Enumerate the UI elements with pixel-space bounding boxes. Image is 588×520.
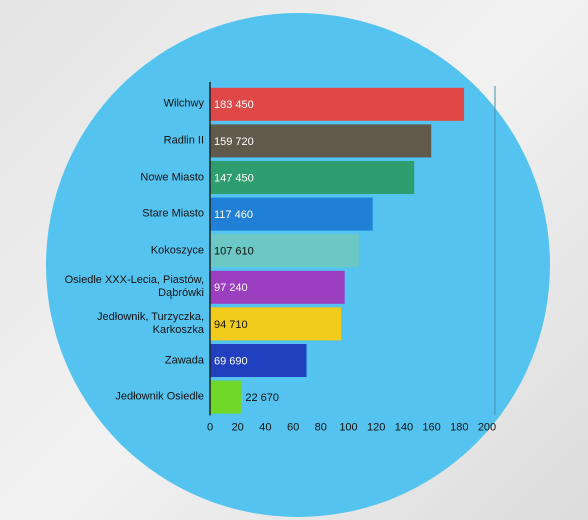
y-tick-label: Nowe Miasto — [140, 171, 204, 183]
bar — [210, 197, 373, 231]
x-tick-label: 160 — [422, 421, 440, 433]
value-label: 107 610 — [214, 246, 254, 258]
y-tick-label: Kokoszyce — [150, 244, 204, 257]
x-tick-label: 60 — [287, 421, 299, 433]
bar — [210, 344, 307, 377]
bar — [210, 307, 342, 341]
x-tick-label: 140 — [395, 421, 413, 433]
y-tick-label: Radlin II — [163, 134, 204, 147]
y-tick-label: Osiedle XXX-Lecia, Piastów, Dąbrówki — [64, 274, 204, 300]
y-tick-label: Stare Miasto — [142, 207, 204, 220]
value-label: 147 450 — [214, 172, 254, 184]
x-tick-label: 120 — [367, 421, 385, 433]
value-label: 22 670 — [245, 392, 279, 404]
x-tick-label: 100 — [339, 421, 357, 433]
value-label: 69 690 — [214, 355, 248, 367]
x-tick-label: 200 — [478, 421, 496, 433]
y-tick-label: Jedłownik, Turzyczka, Karkoszka — [97, 310, 204, 336]
x-tick-label: 20 — [232, 421, 244, 433]
x-tick-label: 0 — [207, 421, 213, 433]
value-label: 117 460 — [214, 209, 253, 221]
bar — [210, 124, 432, 158]
bar — [210, 380, 242, 414]
y-tick-label: Wilchwy — [163, 97, 204, 110]
y-tick-label: Zawada — [164, 354, 204, 366]
bar — [210, 234, 360, 268]
x-tick-label: 180 — [450, 421, 468, 433]
bar — [210, 87, 465, 121]
bar — [210, 270, 345, 304]
value-label: 97 240 — [214, 282, 248, 294]
x-tick-label: 40 — [259, 421, 271, 433]
bar — [210, 161, 415, 194]
y-tick-label: Jedłownik Osiedle — [115, 390, 204, 403]
value-label: 159 720 — [214, 136, 254, 148]
x-tick-label: 80 — [315, 421, 327, 433]
value-label: 94 710 — [214, 319, 248, 331]
value-label: 183 450 — [214, 99, 254, 111]
